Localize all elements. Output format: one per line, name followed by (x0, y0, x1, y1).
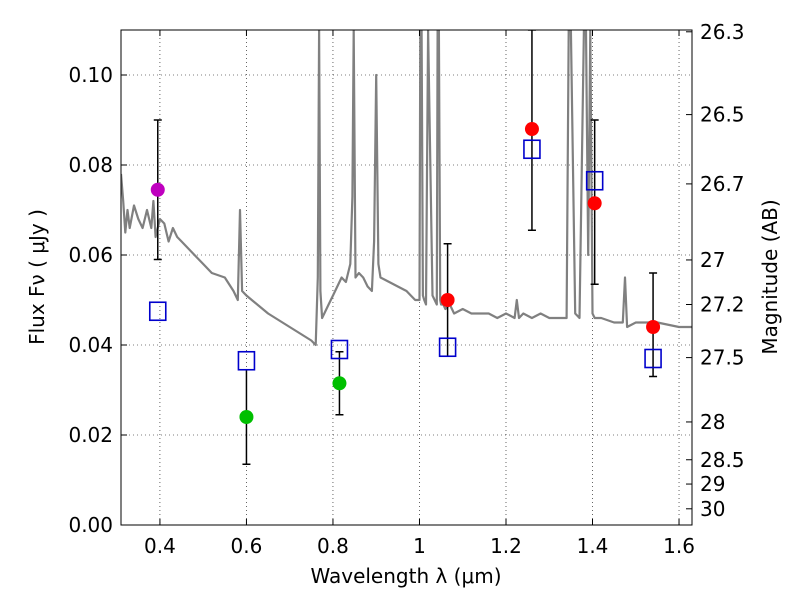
observed-point (239, 410, 254, 424)
y-tick-label: 0.02 (68, 423, 113, 447)
template-spectrum (121, 30, 692, 347)
model-square (644, 348, 662, 369)
data-points (148, 30, 662, 465)
model-square (438, 337, 457, 358)
magnitude-tick-label: 28 (700, 410, 725, 434)
axes: 0.4 0.6 0.8 1 1.2 1.4 1.6 0.00 0.02 0.04 0.06 0.08 0… (68, 20, 744, 558)
x-tick-label: 1 (413, 534, 426, 558)
model-square (148, 301, 167, 322)
magnitude-tick-label: 26.5 (700, 103, 745, 127)
model-square (585, 170, 604, 191)
y-axis-label: Flux Fν ( μJy ) (25, 209, 49, 345)
model-square (237, 350, 256, 371)
observed-point (524, 122, 539, 136)
x-tick-label: 0.8 (317, 534, 349, 558)
magnitude-tick-label: 27 (700, 248, 725, 272)
x-tick-label: 1.6 (663, 534, 695, 558)
magnitude-tick-label: 30 (700, 497, 725, 521)
x-tick-label: 0.6 (231, 534, 263, 558)
model-square (523, 139, 541, 160)
observed-point (440, 293, 455, 307)
x-axis-label: Wavelength λ (μm) (310, 564, 501, 588)
magnitude-tick-label: 29 (700, 472, 725, 496)
x-tick-label: 1.4 (577, 534, 609, 558)
y-tick-label: 0.08 (68, 153, 113, 177)
y-tick-label: 0.04 (68, 333, 113, 357)
magnitude-tick-label: 26.7 (700, 172, 745, 196)
magnitude-tick-label: 28.5 (700, 448, 745, 472)
observed-point (332, 376, 347, 391)
observed-point (150, 182, 165, 197)
observed-point (587, 196, 602, 211)
x-tick-label: 1.2 (490, 534, 522, 558)
y-tick-label: 0.00 (68, 513, 113, 537)
magnitude-tick-label: 26.3 (700, 20, 745, 44)
magnitude-axis-label: Magnitude (AB) (758, 199, 782, 354)
x-tick-label: 0.4 (144, 534, 176, 558)
magnitude-tick-label: 27.5 (700, 346, 745, 370)
model-square (330, 339, 349, 360)
observed-point (646, 320, 661, 334)
spectrum-line (121, 30, 692, 347)
y-tick-label: 0.10 (68, 63, 113, 87)
magnitude-tick-label: 27.2 (700, 293, 745, 317)
y-tick-label: 0.06 (68, 243, 113, 267)
plot-frame (120, 29, 693, 526)
